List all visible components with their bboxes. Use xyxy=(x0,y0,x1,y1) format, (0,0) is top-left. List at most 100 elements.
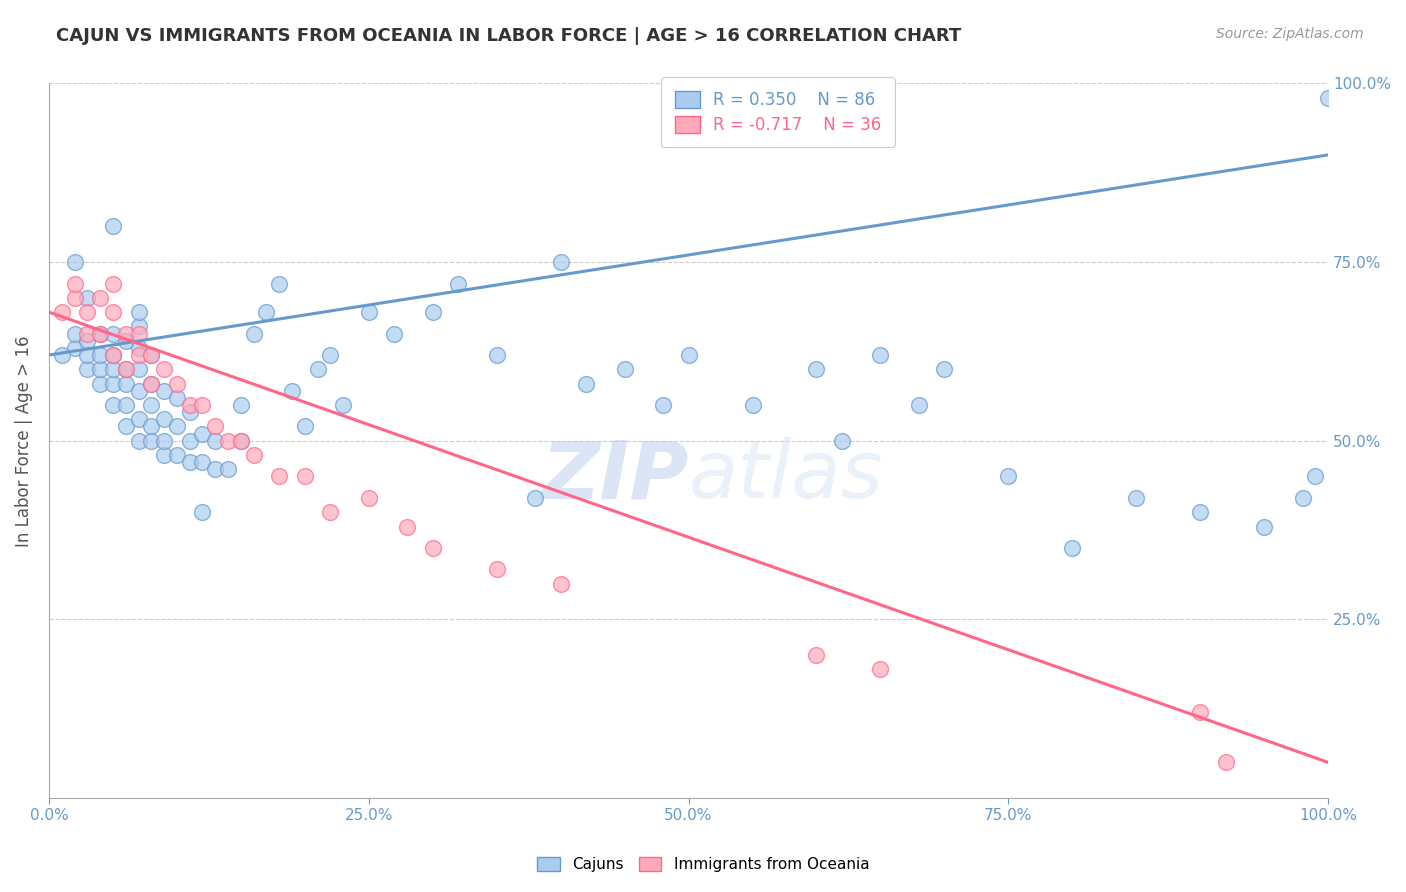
Point xyxy=(319,505,342,519)
Text: Source: ZipAtlas.com: Source: ZipAtlas.com xyxy=(1216,27,1364,41)
Point xyxy=(166,391,188,405)
Point xyxy=(613,362,636,376)
Point xyxy=(294,419,316,434)
Point xyxy=(1305,469,1327,483)
Point xyxy=(382,326,405,341)
Point xyxy=(166,419,188,434)
Point xyxy=(141,376,163,391)
Point xyxy=(229,398,252,412)
Legend: R = 0.350    N = 86, R = -0.717    N = 36: R = 0.350 N = 86, R = -0.717 N = 36 xyxy=(661,78,894,147)
Point xyxy=(1317,91,1340,105)
Point xyxy=(254,305,277,319)
Point xyxy=(485,348,508,362)
Point xyxy=(128,319,150,334)
Point xyxy=(179,455,201,469)
Point xyxy=(114,326,136,341)
Point xyxy=(141,348,163,362)
Point xyxy=(269,469,291,483)
Point xyxy=(1291,491,1313,505)
Text: ZIP: ZIP xyxy=(541,437,689,516)
Point xyxy=(51,348,73,362)
Point xyxy=(242,326,264,341)
Point xyxy=(63,341,86,355)
Point xyxy=(217,434,239,448)
Point xyxy=(128,362,150,376)
Point xyxy=(89,362,111,376)
Point xyxy=(179,405,201,419)
Point xyxy=(101,376,124,391)
Point xyxy=(524,491,547,505)
Point xyxy=(89,376,111,391)
Point xyxy=(242,448,264,462)
Point xyxy=(1062,541,1084,555)
Point xyxy=(422,541,444,555)
Point xyxy=(114,419,136,434)
Point xyxy=(114,334,136,348)
Point xyxy=(332,398,354,412)
Point xyxy=(447,277,470,291)
Point xyxy=(741,398,763,412)
Point xyxy=(869,348,891,362)
Point xyxy=(1215,756,1237,770)
Point xyxy=(575,376,598,391)
Point xyxy=(101,219,124,234)
Point xyxy=(101,305,124,319)
Point xyxy=(907,398,929,412)
Point xyxy=(179,434,201,448)
Point xyxy=(141,398,163,412)
Point xyxy=(1125,491,1147,505)
Point xyxy=(128,326,150,341)
Point xyxy=(191,398,214,412)
Point xyxy=(831,434,853,448)
Point xyxy=(114,362,136,376)
Point xyxy=(357,305,380,319)
Point xyxy=(114,362,136,376)
Point xyxy=(63,277,86,291)
Point xyxy=(101,277,124,291)
Point xyxy=(204,462,226,476)
Text: CAJUN VS IMMIGRANTS FROM OCEANIA IN LABOR FORCE | AGE > 16 CORRELATION CHART: CAJUN VS IMMIGRANTS FROM OCEANIA IN LABO… xyxy=(56,27,962,45)
Point xyxy=(229,434,252,448)
Point xyxy=(76,305,98,319)
Text: atlas: atlas xyxy=(689,437,883,516)
Point xyxy=(806,362,828,376)
Point xyxy=(485,562,508,576)
Point xyxy=(1189,505,1212,519)
Point xyxy=(101,348,124,362)
Point xyxy=(153,434,176,448)
Point xyxy=(153,384,176,398)
Point xyxy=(191,455,214,469)
Point xyxy=(101,348,124,362)
Point xyxy=(307,362,329,376)
Point xyxy=(101,326,124,341)
Point xyxy=(128,341,150,355)
Point xyxy=(869,662,891,676)
Point xyxy=(89,291,111,305)
Point xyxy=(997,469,1019,483)
Point xyxy=(204,434,226,448)
Point xyxy=(128,434,150,448)
Point xyxy=(51,305,73,319)
Point xyxy=(101,362,124,376)
Point xyxy=(128,384,150,398)
Point xyxy=(76,291,98,305)
Point xyxy=(141,434,163,448)
Point xyxy=(89,348,111,362)
Point xyxy=(101,398,124,412)
Point xyxy=(166,376,188,391)
Point xyxy=(153,412,176,426)
Legend: Cajuns, Immigrants from Oceania: Cajuns, Immigrants from Oceania xyxy=(529,849,877,880)
Point xyxy=(550,576,572,591)
Point xyxy=(76,326,98,341)
Point xyxy=(179,398,201,412)
Point xyxy=(63,255,86,269)
Point xyxy=(281,384,304,398)
Point xyxy=(141,348,163,362)
Point xyxy=(319,348,342,362)
Point xyxy=(294,469,316,483)
Point xyxy=(153,362,176,376)
Point xyxy=(141,376,163,391)
Point xyxy=(204,419,226,434)
Point xyxy=(63,291,86,305)
Point xyxy=(191,426,214,441)
